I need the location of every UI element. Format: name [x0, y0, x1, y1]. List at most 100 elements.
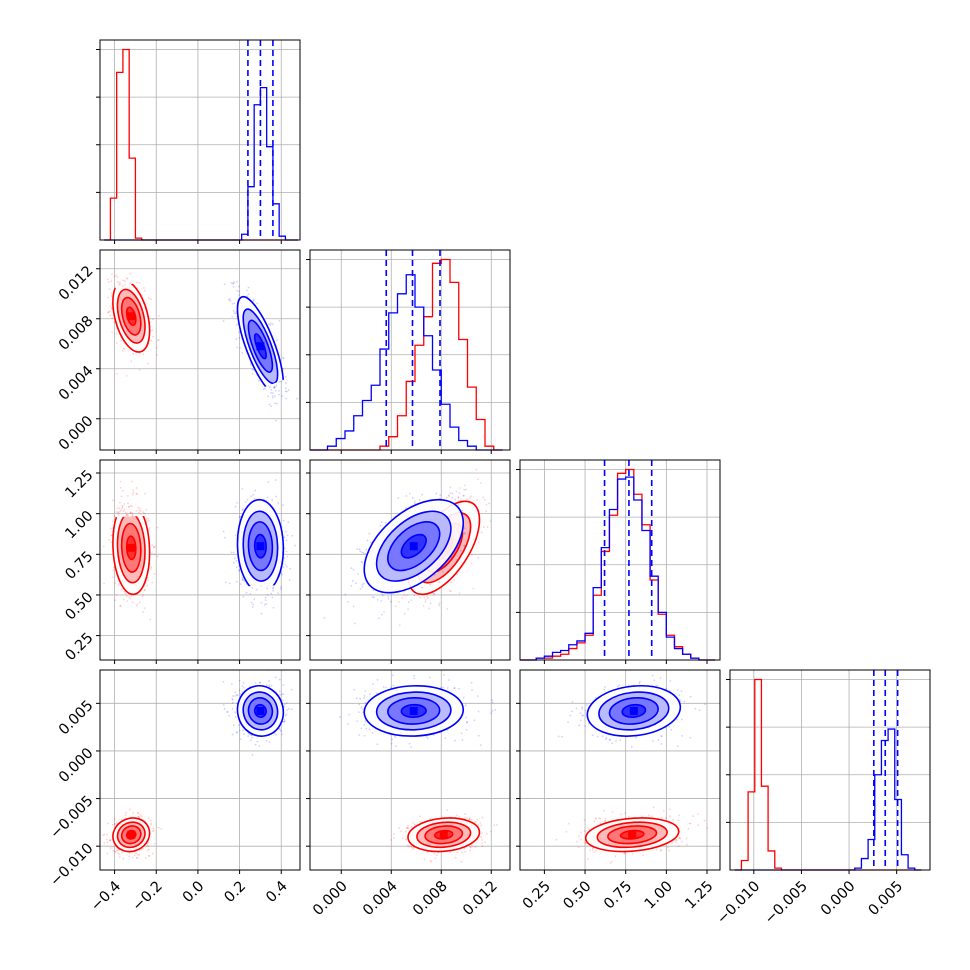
scatter-point	[238, 724, 240, 727]
scatter-point	[257, 379, 260, 382]
scatter-point	[103, 833, 106, 836]
scatter-point	[232, 285, 235, 288]
scatter-point	[242, 579, 244, 582]
scatter-point	[360, 561, 363, 563]
scatter-point	[113, 823, 116, 826]
scatter-point	[250, 364, 253, 366]
scatter-point	[157, 826, 160, 829]
scatter-point	[403, 593, 406, 596]
scatter-point	[155, 347, 158, 349]
scatter-point	[461, 509, 464, 512]
scatter-point	[222, 530, 225, 533]
scatter-point	[429, 583, 432, 586]
scatter-point	[451, 496, 454, 499]
scatter-point	[462, 494, 465, 497]
scatter-point	[238, 569, 241, 571]
scatter-point	[278, 389, 280, 392]
scatter-point	[235, 580, 238, 583]
scatter-point	[241, 685, 244, 688]
scatter-point	[287, 521, 290, 524]
scatter-point	[150, 298, 152, 301]
scatter-point	[146, 844, 148, 847]
scatter-point	[123, 590, 126, 593]
scatter-point	[247, 286, 250, 289]
scatter-point	[111, 520, 114, 523]
scatter-point	[252, 300, 255, 302]
scatter-point	[475, 538, 478, 541]
scatter-point	[245, 591, 248, 594]
scatter-point	[285, 382, 287, 384]
scatter-point	[107, 311, 110, 314]
scatter-point	[398, 624, 401, 627]
scatter-point	[282, 357, 285, 360]
scatter-point	[281, 573, 283, 576]
scatter-point	[119, 480, 122, 483]
scatter-point	[268, 680, 271, 682]
scatter-point	[121, 505, 124, 508]
scatter-point	[445, 496, 448, 499]
scatter-point	[414, 502, 416, 505]
scatter-point	[135, 281, 138, 284]
scatter-point	[108, 839, 111, 842]
scatter-point	[128, 505, 130, 508]
scatter-point	[263, 603, 266, 606]
scatter-point	[152, 827, 155, 830]
scatter-point	[239, 515, 242, 518]
scatter-point	[283, 547, 286, 550]
scatter-point	[148, 854, 151, 857]
scatter-point	[147, 855, 150, 857]
scatter-point	[116, 281, 119, 283]
scatter-point	[250, 495, 253, 498]
scatter-point	[143, 289, 146, 292]
scatter-point	[463, 527, 466, 530]
scatter-point	[471, 553, 473, 556]
scatter-point	[377, 617, 380, 620]
scatter-point	[153, 546, 156, 549]
scatter-point	[477, 541, 480, 544]
scatter-point	[284, 387, 287, 390]
scatter-point	[151, 544, 154, 547]
scatter-point	[149, 618, 152, 621]
scatter-point	[254, 489, 257, 492]
scatter-point	[252, 493, 255, 496]
scatter-point	[426, 597, 429, 599]
histogram-panel-1	[306, 249, 511, 454]
scatter-point	[150, 819, 152, 822]
scatter-point	[274, 395, 276, 398]
scatter-point	[455, 559, 458, 561]
scatter-point	[125, 277, 128, 280]
scatter-point	[454, 498, 457, 501]
scatter-point	[142, 593, 144, 596]
scatter-point	[351, 580, 354, 582]
scatter-point	[109, 527, 112, 530]
scatter-point	[424, 601, 427, 603]
scatter-point	[280, 588, 282, 591]
scatter-point	[157, 314, 160, 317]
scatter-point	[115, 511, 118, 513]
scatter-point	[459, 550, 462, 552]
scatter-point	[283, 718, 286, 721]
panel-frame	[99, 459, 301, 661]
scatter-point	[108, 288, 111, 290]
scatter-point	[153, 842, 156, 845]
scatter-point	[255, 588, 258, 591]
scatter-point	[136, 812, 139, 815]
scatter-point	[117, 851, 120, 854]
scatter-point	[291, 534, 294, 537]
scatter-point	[237, 285, 240, 288]
scatter-point	[124, 592, 127, 595]
scatter-point	[136, 603, 139, 606]
scatter-point	[285, 539, 288, 542]
scatter-point	[155, 353, 158, 356]
scatter-point	[132, 489, 134, 492]
scatter-point	[236, 694, 239, 697]
scatter-point	[149, 568, 152, 570]
scatter-point	[479, 482, 482, 484]
scatter-point	[457, 546, 459, 549]
scatter-point	[146, 584, 149, 587]
scatter-point	[114, 582, 117, 585]
scatter-point	[107, 281, 110, 283]
scatter-point	[135, 487, 138, 489]
histogram-panel-2	[516, 459, 721, 664]
scatter-point	[131, 512, 134, 515]
